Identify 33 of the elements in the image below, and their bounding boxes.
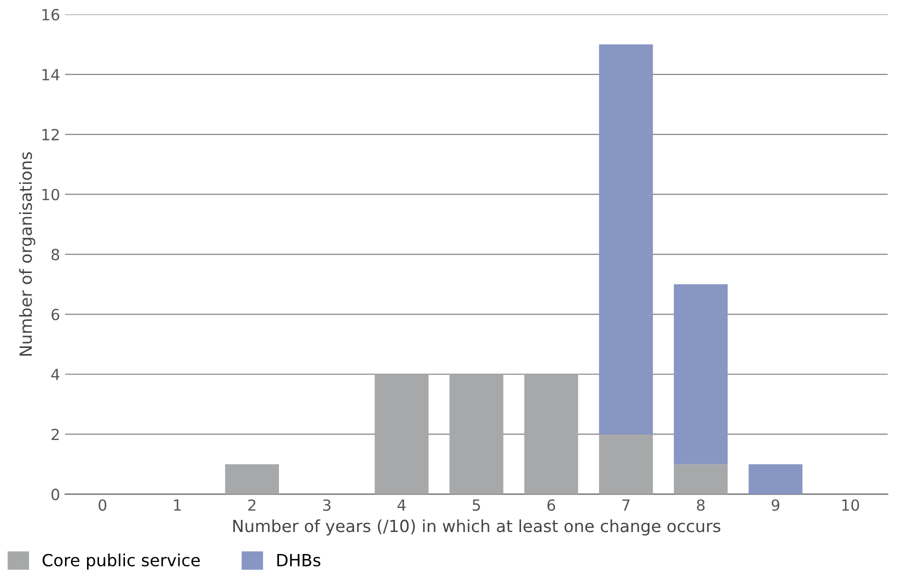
bar — [674, 464, 728, 494]
y-axis-title: Number of organisations — [19, 152, 36, 356]
y-tick-label: 8 — [52, 248, 60, 260]
x-tick-label: 5 — [472, 500, 480, 511]
x-tick-label: 8 — [696, 499, 705, 511]
y-tick-label: 4 — [51, 368, 60, 380]
x-tick-label: 3 — [323, 499, 330, 511]
x-tick-label: 0 — [98, 499, 106, 511]
bar — [374, 374, 429, 494]
y-tick-label: 6 — [52, 308, 60, 320]
bar — [748, 464, 802, 494]
legend-label: Core public service — [42, 554, 200, 570]
x-tick-label: 9 — [772, 499, 780, 511]
y-tick-label: 16 — [42, 8, 60, 20]
y-tick-label: 10 — [42, 188, 60, 200]
legend-label: DHBs — [277, 554, 320, 566]
bar — [225, 464, 279, 494]
bar — [599, 44, 653, 434]
x-axis-title: Number of years (/10) in which at least one change occurs — [233, 519, 720, 536]
x-tick-label: 2 — [248, 499, 256, 511]
x-tick-label: 6 — [547, 499, 556, 511]
bar — [449, 374, 504, 494]
y-tick-label: 2 — [52, 428, 59, 440]
x-tick-label: 1 — [174, 500, 181, 511]
y-tick-label: 0 — [52, 488, 60, 500]
bar — [524, 374, 578, 494]
bar — [674, 284, 728, 464]
y-tick-label: 12 — [42, 128, 59, 140]
y-tick-label: 14 — [42, 69, 60, 80]
x-tick-label: 7 — [622, 500, 630, 511]
x-tick-label: 4 — [398, 500, 406, 511]
bar — [599, 434, 653, 494]
x-tick-label: 10 — [842, 499, 860, 511]
